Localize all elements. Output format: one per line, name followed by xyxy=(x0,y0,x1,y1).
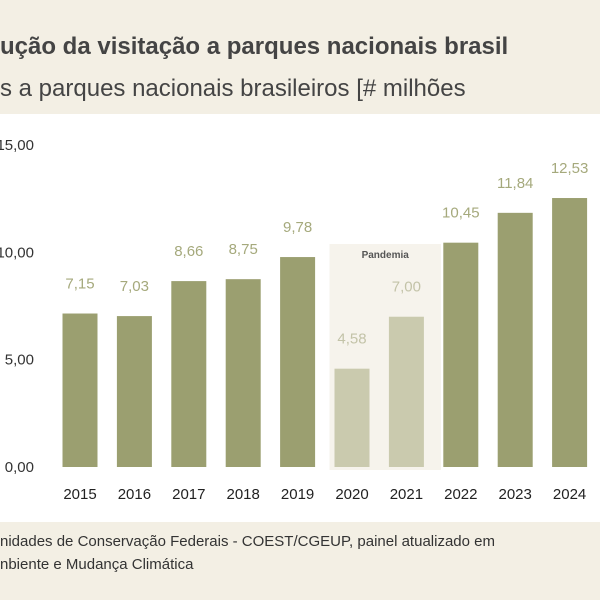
y-tick-label: 15,00 xyxy=(0,137,34,154)
bar-2016 xyxy=(116,316,152,467)
x-tick-label: 2015 xyxy=(63,486,96,503)
x-tick-label: 2016 xyxy=(118,486,151,503)
pandemic-label: Pandemia xyxy=(362,250,410,261)
bar-chart: Pandemia 0,00 5,00 10,00 15,00 7,15 2015 7,03 20… xyxy=(0,137,589,503)
value-label-2019: 9,78 xyxy=(283,219,312,236)
value-label-2017: 8,66 xyxy=(174,243,203,260)
bar-2017 xyxy=(171,281,207,467)
chart-title: ução da visitação a parques nacionais br… xyxy=(0,33,509,60)
value-label-2018: 8,75 xyxy=(229,241,258,258)
x-tick-label: 2023 xyxy=(499,486,532,503)
bar-2018 xyxy=(225,279,261,467)
value-label-2024: 12,53 xyxy=(551,160,589,177)
x-tick-label: 2018 xyxy=(227,486,260,503)
x-tick-label: 2022 xyxy=(444,486,477,503)
y-tick-label: 5,00 xyxy=(5,352,34,369)
x-tick-label: 2021 xyxy=(390,486,423,503)
x-tick-label: 2024 xyxy=(553,486,586,503)
x-tick-label: 2020 xyxy=(335,486,368,503)
value-label-2021: 7,00 xyxy=(392,279,421,296)
x-tick-label: 2017 xyxy=(172,486,205,503)
bar-2022 xyxy=(443,242,479,467)
value-label-2016: 7,03 xyxy=(120,278,149,295)
bar-2023 xyxy=(497,212,533,467)
bar-2019 xyxy=(280,257,316,467)
source-band: nidades de Conservação Federais - COEST/… xyxy=(0,522,600,600)
value-label-2020: 4,58 xyxy=(337,331,366,348)
x-tick-label: 2019 xyxy=(281,486,314,503)
source-line-2: nbiente e Mudança Climática xyxy=(0,556,194,573)
y-tick-label: 10,00 xyxy=(0,244,34,261)
value-label-2022: 10,45 xyxy=(442,205,480,222)
bar-2024 xyxy=(552,198,588,468)
bar-2020 xyxy=(334,368,370,467)
bar-2015 xyxy=(62,313,98,467)
y-tick-label: 0,00 xyxy=(5,459,34,476)
value-label-2023: 11,84 xyxy=(497,175,533,192)
bar-2021 xyxy=(388,316,424,467)
chart-subtitle: s a parques nacionais brasileiros [# mil… xyxy=(0,75,466,102)
source-line-1: nidades de Conservação Federais - COEST/… xyxy=(0,533,495,550)
title-band: ução da visitação a parques nacionais br… xyxy=(0,0,600,114)
value-label-2015: 7,15 xyxy=(65,276,94,293)
